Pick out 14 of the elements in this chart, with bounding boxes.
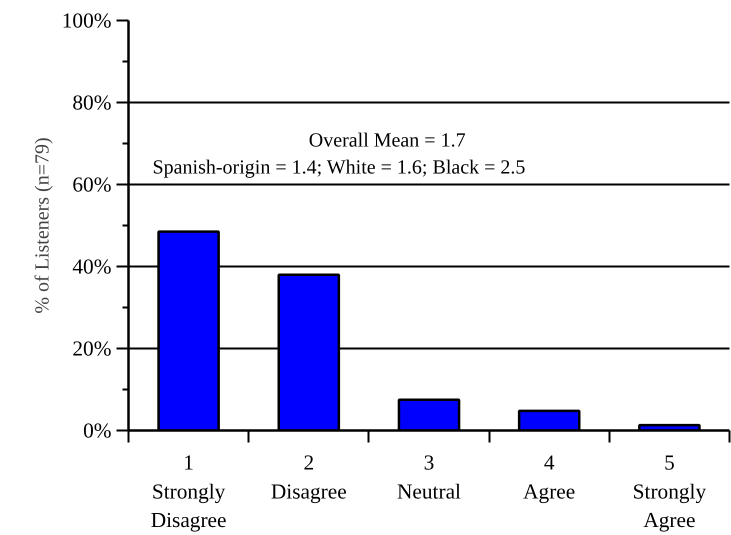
y-tick-label: 100%: [62, 8, 112, 32]
y-tick-label: 40%: [72, 254, 112, 278]
y-tick-label: 60%: [72, 172, 112, 196]
y-axis-title: % of Listeners (n=79): [32, 137, 54, 314]
x-tick-label: 3 Neutral: [397, 450, 462, 504]
y-tick-label: 20%: [72, 336, 112, 360]
x-tick-label: 4 Agree: [523, 450, 576, 504]
x-tick-label: 2 Disagree: [270, 450, 347, 504]
y-tick-label: 0%: [83, 418, 112, 442]
annotation: Spanish-origin = 1.4; White = 1.6; Black = 2.5: [152, 156, 526, 178]
annotation: Overall Mean = 1.7: [308, 130, 466, 152]
y-tick-label: 80%: [72, 90, 112, 114]
x-tick-label: 1 Strongly Disagree: [150, 450, 226, 532]
x-tick-label: 5 Strongly Agree: [632, 450, 706, 532]
